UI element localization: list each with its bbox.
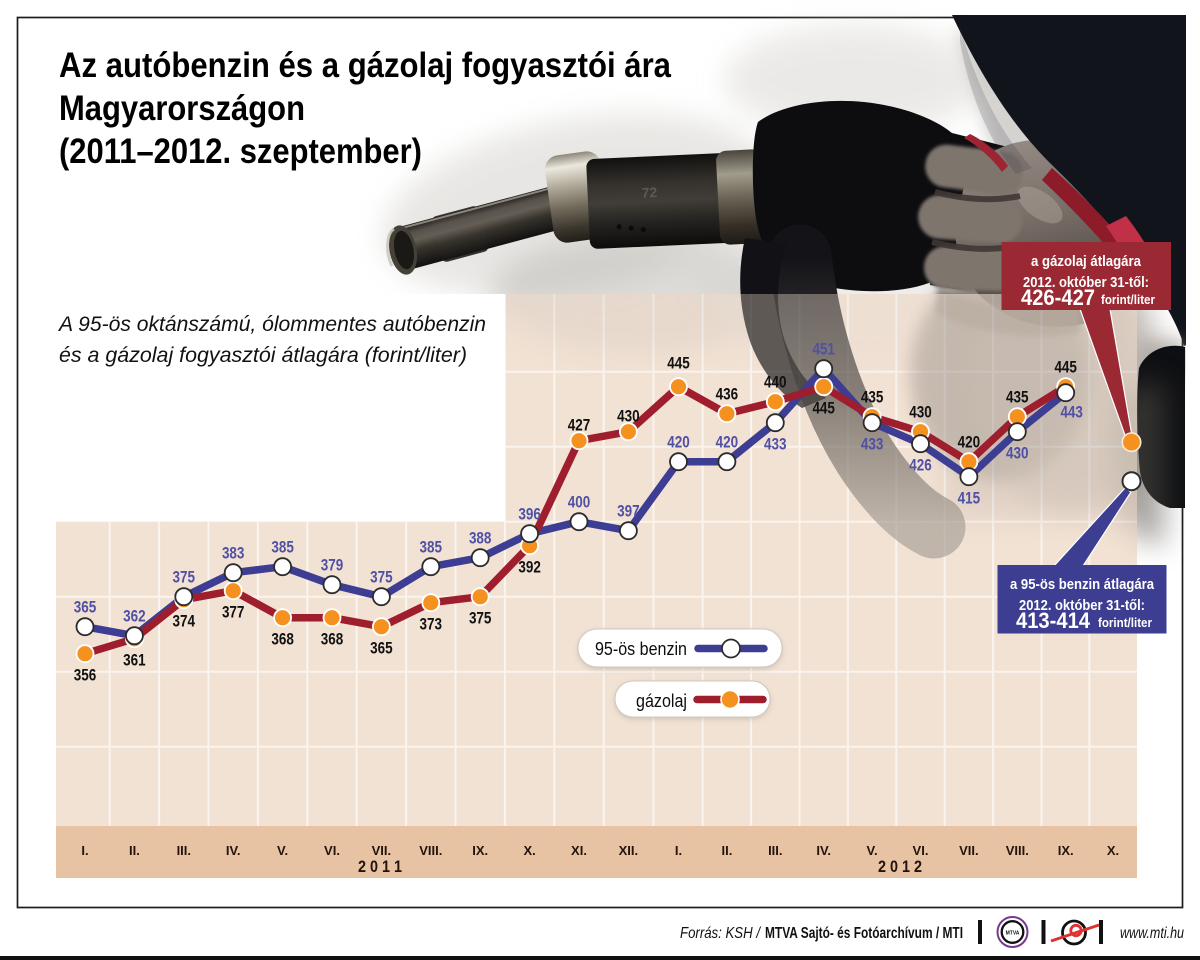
svg-text:440: 440 (764, 373, 787, 392)
svg-text:415: 415 (958, 489, 981, 508)
svg-text:forint/liter: forint/liter (1098, 615, 1152, 630)
svg-text:445: 445 (1054, 358, 1077, 377)
svg-text:427: 427 (568, 416, 591, 435)
svg-text:426-427: 426-427 (1021, 285, 1095, 310)
svg-text:Forrás: KSH /: Forrás: KSH / (680, 925, 761, 942)
svg-text:385: 385 (420, 538, 443, 557)
svg-text:445: 445 (667, 354, 690, 373)
svg-text:V.: V. (277, 843, 288, 858)
svg-text:433: 433 (764, 435, 787, 454)
svg-text:375: 375 (469, 609, 492, 628)
svg-text:433: 433 (861, 435, 884, 454)
svg-text:IV.: IV. (816, 843, 831, 858)
svg-text:VIII.: VIII. (1006, 843, 1029, 858)
svg-text:X.: X. (1107, 843, 1119, 858)
svg-text:95-ös benzin: 95-ös benzin (595, 638, 687, 659)
svg-text:420: 420 (958, 433, 981, 452)
svg-text:2012. október 31-től:: 2012. október 31-től: (1023, 275, 1149, 291)
svg-text:362: 362 (123, 607, 146, 626)
svg-text:400: 400 (568, 493, 591, 512)
svg-text:gázolaj: gázolaj (636, 690, 687, 711)
svg-text:435: 435 (861, 388, 884, 407)
svg-text:420: 420 (667, 433, 690, 452)
svg-text:XI.: XI. (571, 843, 587, 858)
svg-text:XII.: XII. (619, 843, 639, 858)
svg-text:a gázolaj átlagára: a gázolaj átlagára (1031, 254, 1142, 270)
svg-text:forint/liter: forint/liter (1101, 292, 1155, 307)
svg-text:435: 435 (1006, 388, 1029, 407)
svg-text:V.: V. (867, 843, 878, 858)
svg-text:420: 420 (716, 433, 739, 452)
svg-text:451: 451 (812, 340, 835, 359)
svg-text:2 0 1 2: 2 0 1 2 (878, 857, 922, 876)
svg-text:375: 375 (370, 568, 393, 587)
svg-text:373: 373 (420, 615, 443, 634)
svg-text:VI.: VI. (913, 843, 929, 858)
svg-text:II.: II. (721, 843, 732, 858)
svg-text:426: 426 (909, 456, 932, 475)
svg-text:430: 430 (909, 403, 932, 422)
svg-text:361: 361 (123, 651, 146, 670)
svg-text:X.: X. (523, 843, 535, 858)
svg-text:www.mti.hu: www.mti.hu (1120, 925, 1184, 942)
svg-text:2 0 1 1: 2 0 1 1 (358, 857, 402, 876)
svg-text:368: 368 (271, 630, 294, 649)
svg-text:375: 375 (173, 568, 196, 587)
svg-text:379: 379 (321, 556, 344, 575)
svg-text:356: 356 (74, 666, 97, 685)
svg-text:A 95-ös oktánszámú, ólommentes: A 95-ös oktánszámú, ólommentes autóbenzi… (57, 312, 486, 336)
svg-text:Magyarországon: Magyarországon (59, 88, 305, 128)
svg-text:388: 388 (469, 529, 492, 548)
svg-text:365: 365 (74, 598, 97, 617)
svg-text:443: 443 (1060, 403, 1083, 422)
svg-text:IX.: IX. (472, 843, 488, 858)
svg-text:III.: III. (177, 843, 191, 858)
svg-text:IV.: IV. (226, 843, 241, 858)
svg-text:396: 396 (518, 505, 541, 524)
svg-text:a 95-ös benzin átlagára: a 95-ös benzin átlagára (1010, 577, 1155, 593)
svg-text:II.: II. (129, 843, 140, 858)
svg-text:445: 445 (812, 399, 835, 418)
svg-text:I.: I. (675, 843, 682, 858)
svg-text:és a gázolaj fogyasztói átlagá: és a gázolaj fogyasztói átlagára (forint… (59, 343, 467, 367)
svg-text:397: 397 (617, 502, 640, 521)
svg-text:430: 430 (617, 407, 640, 426)
svg-text:377: 377 (222, 603, 245, 622)
svg-text:III.: III. (768, 843, 782, 858)
svg-text:VII.: VII. (372, 843, 392, 858)
svg-text:IX.: IX. (1058, 843, 1074, 858)
svg-text:MTVA: MTVA (1006, 931, 1020, 937)
svg-text:383: 383 (222, 544, 245, 563)
svg-text:374: 374 (173, 612, 196, 631)
svg-text:I.: I. (81, 843, 88, 858)
svg-text:392: 392 (518, 558, 541, 577)
svg-text:VI.: VI. (324, 843, 340, 858)
svg-text:2012. október 31-től:: 2012. október 31-től: (1019, 598, 1145, 614)
svg-text:Az autóbenzin és a gázolaj fog: Az autóbenzin és a gázolaj fogyasztói ár… (59, 45, 671, 85)
svg-text:VII.: VII. (959, 843, 979, 858)
svg-text:413-414: 413-414 (1016, 608, 1091, 633)
svg-text:385: 385 (271, 538, 294, 557)
svg-text:MTVA Sajtó- és Fotóarchívum /: MTVA Sajtó- és Fotóarchívum / MTI (765, 925, 963, 942)
svg-text:VIII.: VIII. (419, 843, 442, 858)
svg-text:368: 368 (321, 630, 344, 649)
svg-text:365: 365 (370, 639, 393, 658)
svg-text:430: 430 (1006, 444, 1029, 463)
svg-text:436: 436 (716, 385, 739, 404)
svg-text:(2011–2012. szeptember): (2011–2012. szeptember) (59, 131, 422, 171)
